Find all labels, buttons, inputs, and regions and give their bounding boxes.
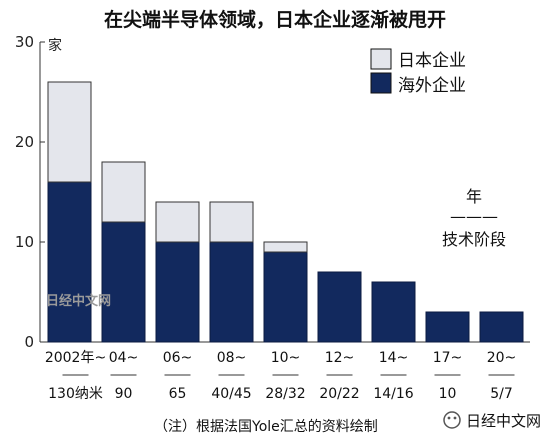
y-axis-label: 家 xyxy=(48,37,62,54)
legend: 日本企业 海外企业 xyxy=(370,48,466,96)
bar-overseas xyxy=(209,241,254,343)
side-label-year: 年 xyxy=(466,187,482,206)
y-tick-label: 20 xyxy=(15,133,34,151)
x-tick-label-node: 20/22 xyxy=(319,386,359,402)
y-tick-label: 0 xyxy=(24,333,34,351)
y-axis-ticks: 0 10 20 30 xyxy=(15,33,45,351)
y-tick-label: 30 xyxy=(15,33,34,51)
x-tick-label-year: 20~ xyxy=(487,350,517,366)
source-note: （注）根据法国Yole汇总的资料绘制 xyxy=(154,419,378,435)
bar-japan xyxy=(155,201,200,243)
x-tick-label-year: 2002年~ xyxy=(45,350,106,366)
side-label: 年 ——— 技术阶段 xyxy=(442,187,506,249)
bar-overseas xyxy=(371,281,416,343)
chart-title: 在尖端半导体领域，日本企业逐渐被甩开 xyxy=(104,8,446,31)
bar-overseas xyxy=(155,241,200,343)
legend-swatch-overseas xyxy=(370,72,392,94)
x-tick-label-year: 10~ xyxy=(271,350,301,366)
bar-japan xyxy=(47,81,92,183)
x-tick-label-node: 5/7 xyxy=(490,386,513,402)
legend-swatch-japan xyxy=(370,48,392,70)
x-tick-label-node: 14/16 xyxy=(373,386,413,402)
brand-badge: 日经中文网 xyxy=(443,411,541,430)
side-label-stage: 技术阶段 xyxy=(442,230,506,249)
legend-label-japan: 日本企业 xyxy=(398,51,466,71)
legend-label-overseas: 海外企业 xyxy=(398,76,466,96)
bar-japan xyxy=(209,201,254,243)
x-tick-label-year: 04~ xyxy=(109,350,139,366)
brand-label: 日经中文网 xyxy=(466,412,541,430)
x-tick-label-node: 10 xyxy=(439,386,457,402)
bar-japan xyxy=(263,241,308,253)
side-label-dash: ——— xyxy=(450,207,498,226)
x-tick-label-year: 08~ xyxy=(217,350,247,366)
x-tick-label-node: 90 xyxy=(115,386,133,402)
x-tick-label-year: 06~ xyxy=(163,350,193,366)
x-tick-label-node: 40/45 xyxy=(211,386,251,402)
x-tick-label-node: 28/32 xyxy=(265,386,305,402)
brand-icon xyxy=(443,411,461,429)
x-tick-label-year: 17~ xyxy=(433,350,463,366)
bars xyxy=(47,81,524,343)
brand-icon-dot xyxy=(447,416,451,420)
watermark-text: 日经中文网 xyxy=(46,293,111,309)
bar-overseas xyxy=(263,251,308,343)
bar-overseas xyxy=(425,311,470,343)
x-tick-label-year: 14~ xyxy=(379,350,409,366)
category-labels: 2002年~ 130纳米 04~ 90 06~ 65 08~ 40/45 10~ 28/32 12~… xyxy=(45,350,516,402)
brand-icon-dot-2 xyxy=(453,416,457,420)
x-tick-label-node: 130纳米 xyxy=(48,386,103,402)
y-tick-label: 10 xyxy=(15,233,34,251)
bar-overseas xyxy=(101,221,146,343)
x-tick-label-year: 12~ xyxy=(325,350,355,366)
x-tick-label-node: 65 xyxy=(169,386,187,402)
bar-overseas xyxy=(479,311,524,343)
bar-overseas xyxy=(317,271,362,343)
bar-overseas xyxy=(47,181,92,343)
bar-japan xyxy=(101,161,146,223)
